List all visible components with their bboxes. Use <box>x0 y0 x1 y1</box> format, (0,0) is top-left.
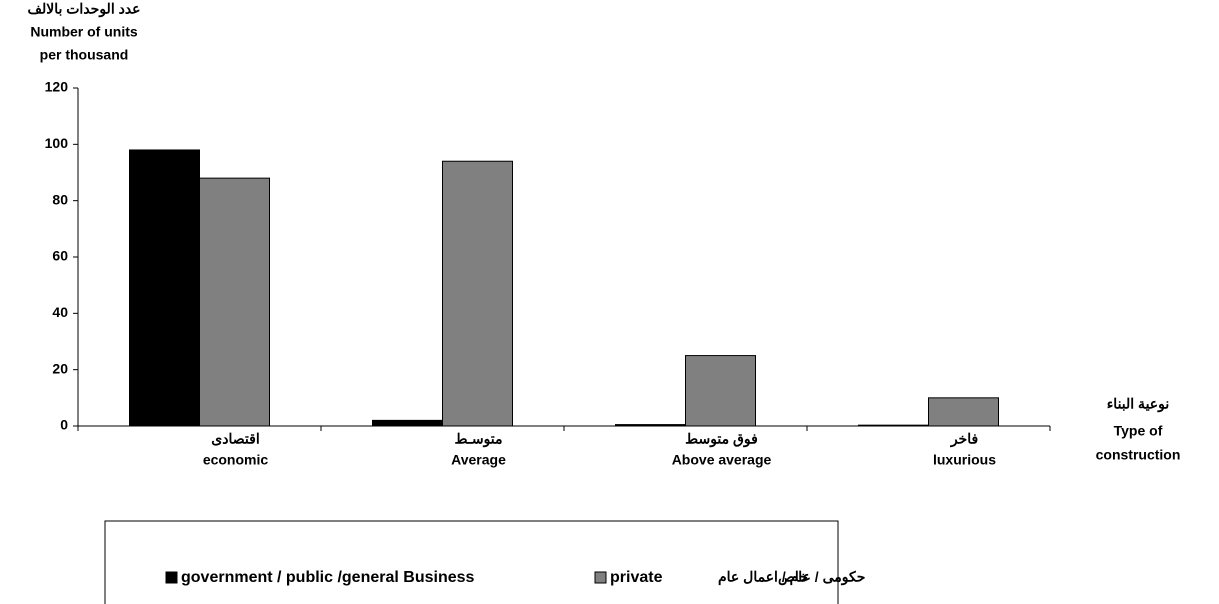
legend-swatch <box>165 571 178 584</box>
legend-label: government / public /general Business <box>181 569 475 586</box>
legend-label: حكومى / عام / اعمال عام <box>718 569 865 586</box>
bar <box>442 160 513 427</box>
x-tick-label: Average <box>451 452 506 468</box>
legend-swatch <box>594 571 607 584</box>
x-axis-label: construction <box>1096 447 1181 463</box>
y-tick-label: 100 <box>45 135 69 151</box>
legend-label: خاص <box>778 569 808 586</box>
bar <box>858 424 929 427</box>
y-tick-label: 40 <box>52 304 68 320</box>
bar <box>928 397 999 427</box>
x-tick-label: فاخر <box>950 431 978 448</box>
legend-box <box>104 520 839 604</box>
y-tick-label: 0 <box>60 417 68 433</box>
x-tick-label: economic <box>203 452 269 468</box>
y-tick-label: 60 <box>52 248 68 264</box>
x-axis-label: Type of <box>1114 423 1163 439</box>
bar <box>199 177 270 427</box>
bar <box>685 355 756 427</box>
x-axis-label: نوعية البناء <box>1107 396 1170 413</box>
bar <box>615 424 686 427</box>
x-tick-label: luxurious <box>933 452 996 468</box>
x-tick-label: متوسـط <box>454 431 502 448</box>
x-tick-label: Above average <box>672 452 772 468</box>
y-tick-label: 20 <box>52 360 68 376</box>
y-axis-label: Number of units <box>30 24 138 40</box>
y-tick-label: 80 <box>52 191 68 207</box>
bar <box>129 149 200 427</box>
x-tick-label: فوق متوسط <box>685 431 758 448</box>
y-axis-label: per thousand <box>40 47 129 63</box>
y-tick-label: 120 <box>45 79 69 95</box>
x-tick-label: اقتصادى <box>211 431 259 447</box>
legend-label: private <box>610 569 663 586</box>
y-axis-label: عدد الوحدات بالالف <box>27 1 140 18</box>
bar <box>372 419 443 427</box>
